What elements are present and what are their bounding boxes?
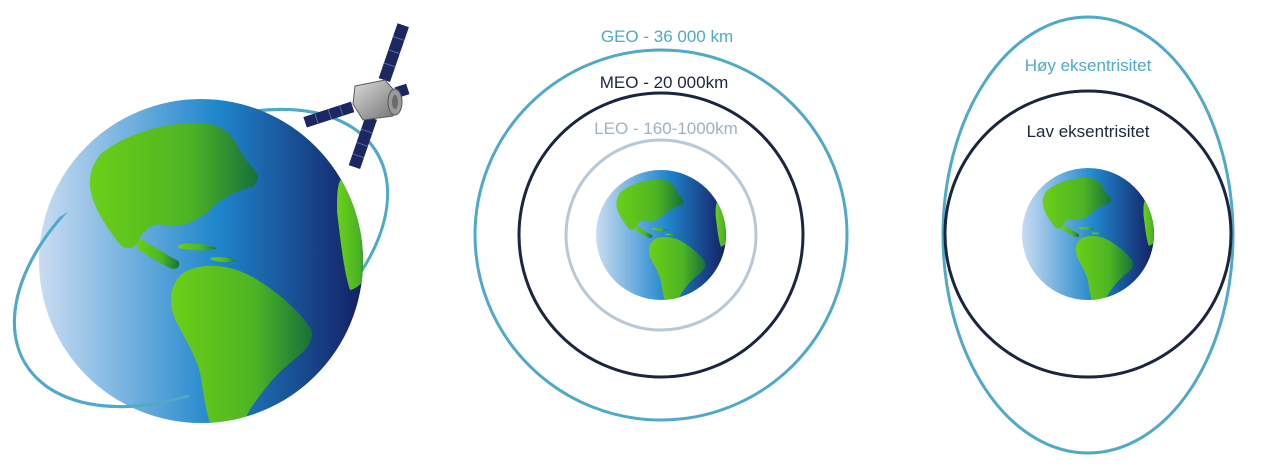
eccentricity-panel: Høy eksentrisitet Lav eksentrisitet (941, 15, 1235, 455)
high-eccentricity-orbit (941, 15, 1235, 455)
leo-label: LEO - 160-1000km (594, 119, 738, 138)
leo-orbit (564, 138, 758, 332)
globe-icon (596, 170, 730, 307)
orbit-altitudes-panel: GEO - 36 000 km MEO - 20 000km LEO - 160… (473, 27, 849, 422)
meo-orbit (517, 91, 805, 379)
low-eccentricity-label: Lav eksentrisitet (1027, 122, 1150, 141)
meo-label: MEO - 20 000km (600, 73, 729, 92)
globe-icon (39, 99, 373, 440)
low-eccentricity-orbit (943, 89, 1233, 379)
satellite-icon (303, 23, 410, 170)
geo-orbit (473, 48, 849, 422)
high-eccentricity-label: Høy eksentrisitet (1025, 56, 1152, 75)
geo-label: GEO - 36 000 km (601, 27, 733, 46)
earth-with-satellite-panel (12, 23, 410, 468)
globe-icon (1022, 168, 1158, 307)
inclined-orbit-front-right (255, 107, 387, 202)
